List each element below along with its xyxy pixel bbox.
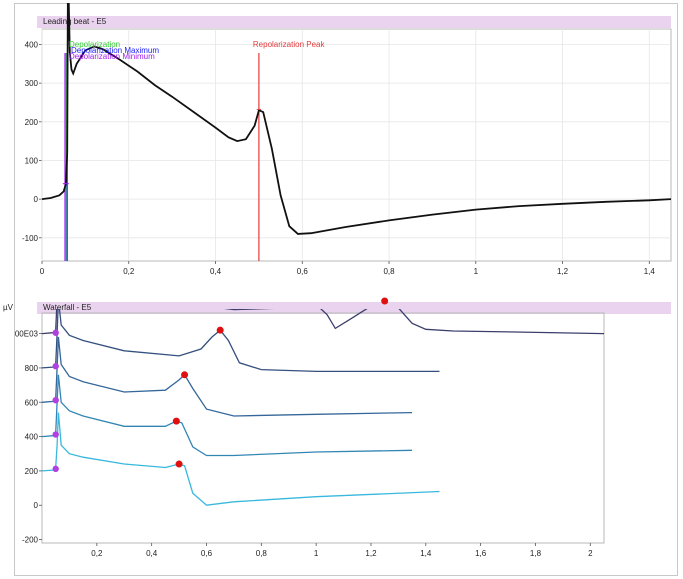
waterfall-onset-marker <box>52 465 59 473</box>
top-x-tick-label: 0,6 <box>297 267 309 276</box>
top-x-tick-label: 0,2 <box>123 267 135 276</box>
bottom-x-tick-label: 0,4 <box>146 549 158 558</box>
bottom-x-tick-label: 2 <box>588 549 593 558</box>
waterfall-peak-marker <box>216 326 224 334</box>
top-marker-label: Depolarization <box>69 40 120 49</box>
waterfall-peak-marker <box>172 417 180 425</box>
top-marker-label: Depolarization Minimum <box>69 52 155 61</box>
top-y-tick-label: 400 <box>25 40 39 49</box>
top-marker-label: Depolarization Maximum <box>71 46 159 55</box>
top-x-tick-label: 0,8 <box>383 267 395 276</box>
waterfall-series-line <box>42 309 440 373</box>
bottom-y-tick-label: 600 <box>25 398 39 407</box>
bottom-x-tick-label: 1,8 <box>530 549 542 558</box>
top-y-tick-label: 100 <box>25 156 39 165</box>
top-x-tick-label: 0,4 <box>210 267 222 276</box>
bottom-y-tick-label: 200 <box>25 467 39 476</box>
waterfall-series-line <box>42 412 440 506</box>
waterfall-peak-marker <box>181 371 189 379</box>
waterfall-chart: -200 0 200 400 600 800 00E03 0,2 0,4 0,6 0,8 1 1,2 1,… <box>15 297 605 558</box>
top-y-tick-label: 0 <box>34 195 39 204</box>
top-marker-label: Repolarization Peak <box>253 40 326 49</box>
bottom-unit-label: µV <box>3 303 13 312</box>
bottom-x-tick-label: 1,6 <box>475 549 487 558</box>
bottom-y-tick-label: 800 <box>25 364 39 373</box>
top-series-line <box>42 3 671 235</box>
waterfall-series-line <box>42 336 413 417</box>
waterfall-onset-marker <box>52 363 59 370</box>
leading-beat-chart: -100 0 100 200 300 400 0 0,2 0,4 0,6 0,8 1 1,2 1,4 Dep… <box>22 3 672 276</box>
waterfall-series-line <box>42 309 604 335</box>
top-x-tick-label: 1,4 <box>644 267 656 276</box>
bottom-plot-border <box>41 312 605 544</box>
waterfall-onset-marker <box>52 329 59 336</box>
waterfall-onset-marker <box>52 431 59 438</box>
top-x-tick-label: 1 <box>474 267 479 276</box>
bottom-x-tick-label: 1 <box>314 549 319 558</box>
waterfall-peak-marker <box>381 297 389 305</box>
top-x-tick-label: 1,2 <box>557 267 569 276</box>
top-y-tick-label: -100 <box>22 234 39 243</box>
bottom-x-tick-label: 0,8 <box>256 549 268 558</box>
bottom-panel-title: Waterfall - E5 <box>37 302 671 314</box>
chart-window: Leading beat - E5 Waterfall - E5 µV <box>3 3 678 576</box>
waterfall-peak-marker <box>175 460 183 468</box>
waterfall-onset-marker <box>52 396 59 404</box>
top-panel-title: Leading beat - E5 <box>37 16 671 28</box>
bottom-y-tick-label: 400 <box>25 433 39 442</box>
bottom-x-tick-label: 1,2 <box>365 549 377 558</box>
top-y-tick-label: 300 <box>25 79 39 88</box>
top-y-tick-label: 200 <box>25 118 39 127</box>
bottom-x-tick-label: 0,6 <box>201 549 213 558</box>
bottom-y-tick-label: 00E03 <box>15 330 39 339</box>
top-x-tick-label: 0 <box>40 267 45 276</box>
bottom-x-tick-label: 1,4 <box>420 549 432 558</box>
bottom-y-tick-label: -200 <box>22 536 39 545</box>
waterfall-series-line <box>42 374 413 457</box>
bottom-y-tick-label: 0 <box>34 501 39 510</box>
bottom-x-tick-label: 0,2 <box>91 549 103 558</box>
